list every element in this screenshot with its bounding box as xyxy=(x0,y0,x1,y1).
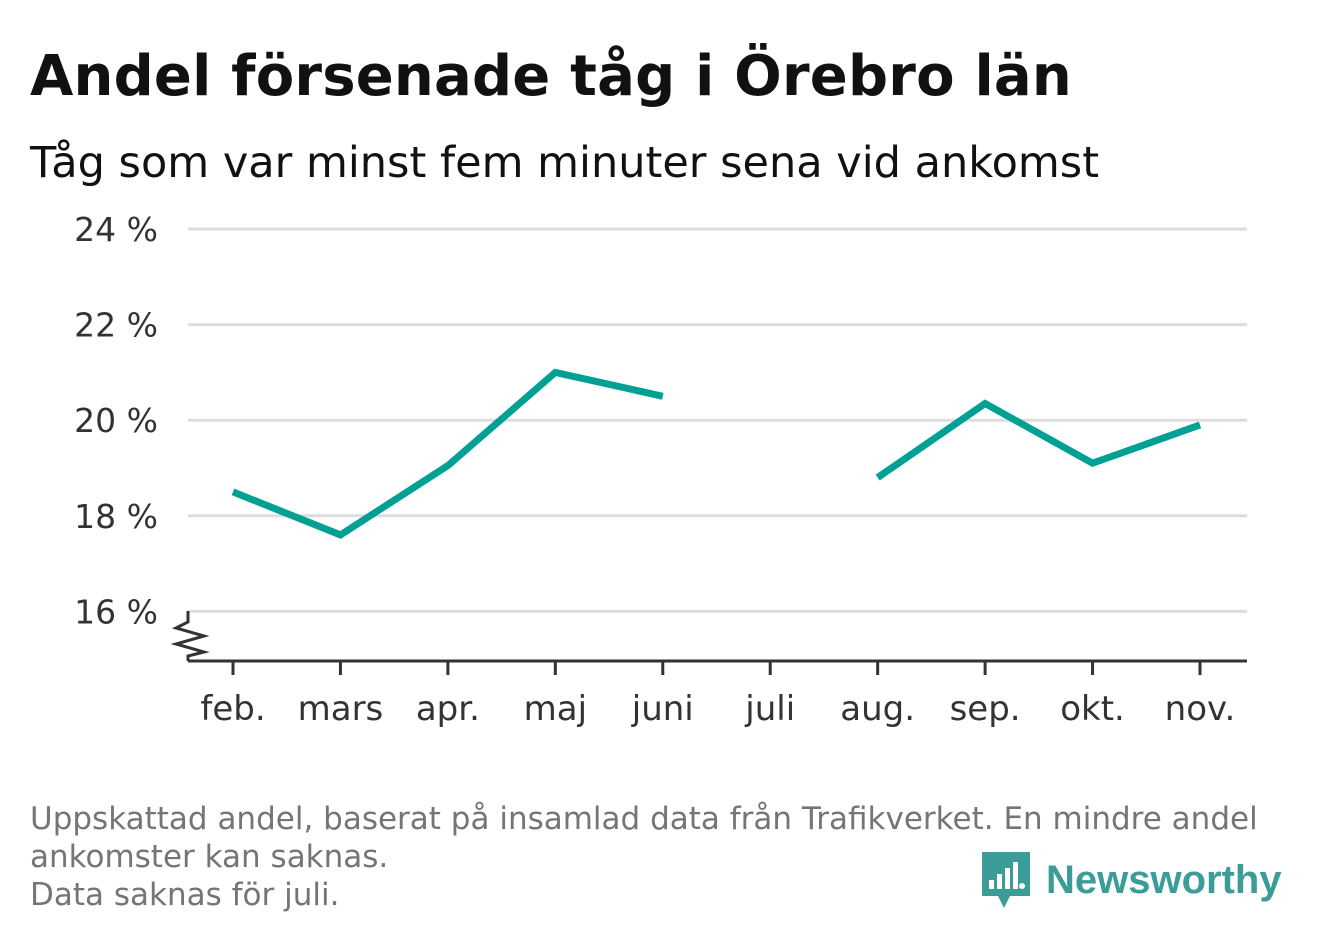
x-axis xyxy=(170,611,1247,663)
x-tick-label: feb. xyxy=(200,689,265,729)
footnote-line: Uppskattad andel, baserat på insamlad da… xyxy=(30,801,1258,837)
y-tick-label: 16 % xyxy=(74,592,158,631)
x-tick-label: juni xyxy=(631,689,694,729)
x-axis-ticks: feb. mars apr. maj juni juli aug. sep. okt. nov. xyxy=(200,661,1235,729)
y-tick-label: 22 % xyxy=(74,306,158,345)
footnote: Uppskattad andel, baserat på insamlad da… xyxy=(30,800,1280,914)
y-tick-label: 24 % xyxy=(74,210,158,249)
footnote-line: Data saknas för juli. xyxy=(30,877,340,913)
chart-subtitle: Tåg som var minst fem minuter sena vid a… xyxy=(30,138,1100,188)
x-tick-label: nov. xyxy=(1165,689,1236,729)
x-tick-label: okt. xyxy=(1060,689,1125,729)
x-tick-label: apr. xyxy=(416,689,480,729)
x-tick-label: juli xyxy=(744,689,795,729)
line-chart: 16 % 18 % 20 % 22 % 24 % feb. mars apr. maj juni… xyxy=(74,210,1247,729)
chart-title: Andel försenade tåg i Örebro län xyxy=(30,44,1072,109)
brand-name: Newsworthy xyxy=(1046,857,1282,902)
x-tick-label: mars xyxy=(298,689,384,729)
y-axis-ticks: 16 % 18 % 20 % 22 % 24 % xyxy=(74,210,158,631)
gridlines xyxy=(188,227,1247,613)
x-tick-label: maj xyxy=(524,689,587,729)
series-lines xyxy=(231,368,1202,539)
y-tick-label: 18 % xyxy=(74,497,158,536)
x-tick-label: aug. xyxy=(840,689,915,729)
x-tick-label: sep. xyxy=(950,689,1021,729)
y-tick-label: 20 % xyxy=(74,401,158,440)
newsworthy-logo-icon xyxy=(982,852,1030,908)
newsworthy-brand: Newsworthy xyxy=(980,850,1282,910)
series-line xyxy=(231,368,664,539)
y-axis-break xyxy=(170,611,210,661)
series-line xyxy=(875,399,1202,481)
footnote-line: ankomster kan saknas. xyxy=(30,839,389,875)
